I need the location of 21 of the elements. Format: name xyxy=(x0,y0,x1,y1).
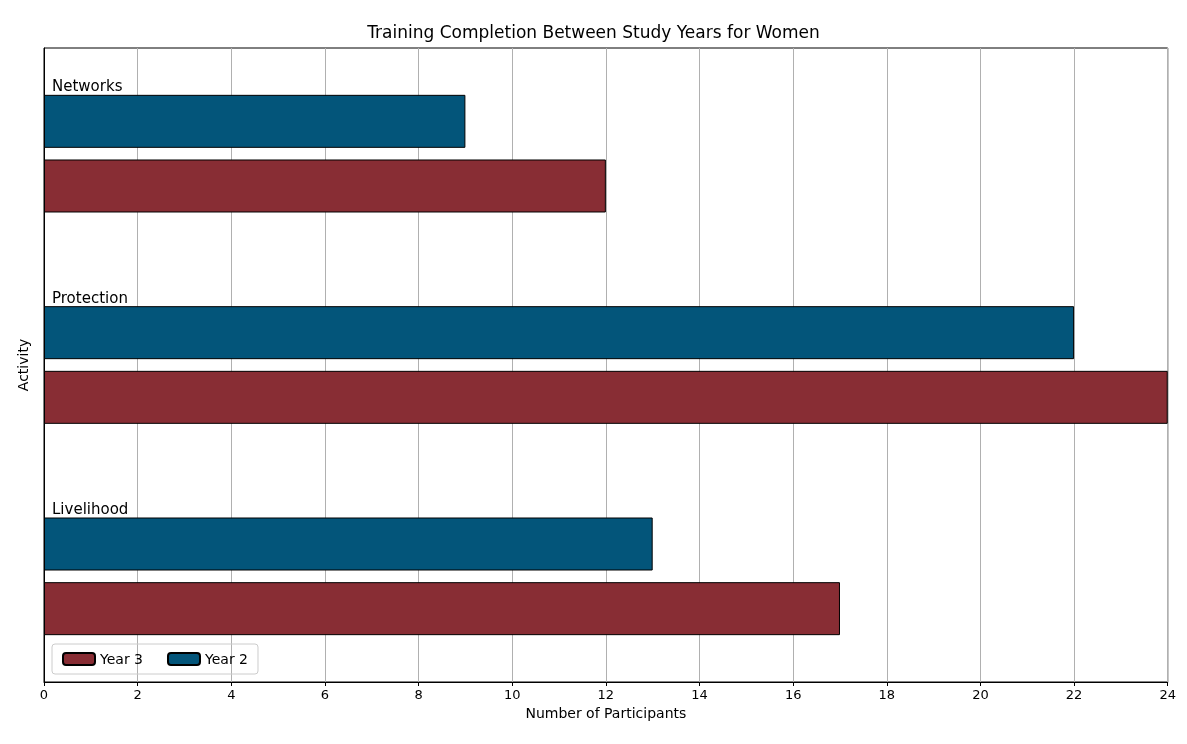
x-tick-label: 18 xyxy=(878,687,896,702)
x-tick-label: 14 xyxy=(691,687,708,702)
x-tick-label: 22 xyxy=(1065,687,1083,702)
y-axis-title: Activity xyxy=(15,338,31,392)
x-tick-label: 0 xyxy=(39,687,49,702)
y-tick-label: Livelihood xyxy=(52,499,129,518)
legend-label: Year 2 xyxy=(204,651,248,667)
x-axis-title: Number of Participants xyxy=(525,704,687,721)
x-tick-label: 6 xyxy=(320,687,330,702)
x-tick-label: 10 xyxy=(503,687,521,702)
x-tick-label: 2 xyxy=(133,687,142,702)
x-tick-label: 8 xyxy=(414,687,423,702)
legend-label: Year 3 xyxy=(99,651,143,667)
x-tick-label: 24 xyxy=(1159,687,1176,702)
x-tick-label: 16 xyxy=(784,687,802,702)
x-tick-label: 12 xyxy=(597,687,615,702)
chart-title: Training Completion Between Study Years for Women xyxy=(366,21,820,42)
x-tick-label: 4 xyxy=(227,687,236,702)
y-tick-label: Protection xyxy=(52,288,128,307)
x-tick-label: 20 xyxy=(972,687,989,702)
y-tick-label: Networks xyxy=(52,77,123,96)
